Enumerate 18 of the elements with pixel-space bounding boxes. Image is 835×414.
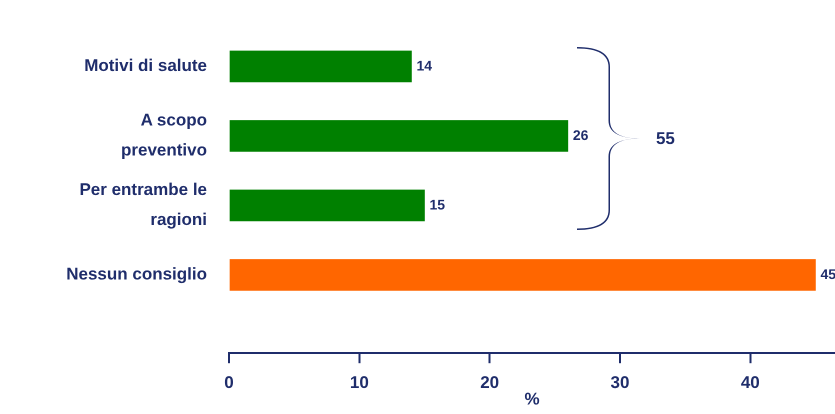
bar bbox=[230, 190, 425, 222]
bar bbox=[230, 50, 412, 82]
x-tick-label: 10 bbox=[350, 373, 369, 392]
data-label: 14 bbox=[416, 57, 432, 74]
y-tick-label: Motivi di salute bbox=[84, 56, 207, 76]
bar bbox=[230, 120, 568, 152]
x-tick-label: 30 bbox=[610, 373, 630, 392]
y-tick-label: A scopo preventivo bbox=[121, 110, 207, 160]
x-tick-label: 40 bbox=[740, 373, 760, 392]
x-axis-title: % bbox=[524, 389, 540, 408]
y-tick-label: Per entrambe le ragioni bbox=[79, 180, 207, 230]
annotation: 55 bbox=[656, 128, 675, 149]
data-label: 15 bbox=[429, 196, 446, 212]
x-tick-label: 0 bbox=[224, 373, 234, 392]
y-tick-label: Nessun consiglio bbox=[66, 264, 207, 284]
bar bbox=[230, 259, 816, 291]
data-label: 26 bbox=[572, 126, 589, 143]
x-tick-label: 20 bbox=[480, 373, 500, 392]
